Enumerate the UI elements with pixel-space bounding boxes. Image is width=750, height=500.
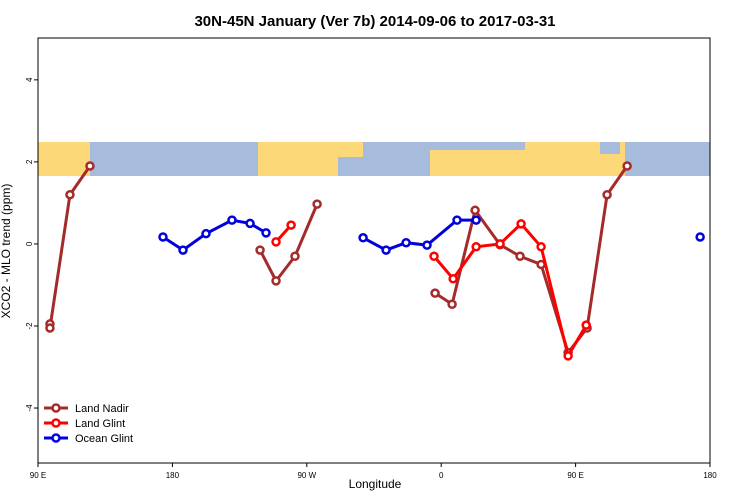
data-point <box>602 189 612 200</box>
data-point <box>227 215 237 225</box>
x-axis-label: Longitude <box>349 477 402 491</box>
data-point <box>516 219 526 229</box>
data-point <box>358 233 368 243</box>
data-point <box>581 320 591 330</box>
data-point <box>286 220 296 230</box>
data-point <box>495 239 505 249</box>
legend-label: Land Glint <box>75 418 125 430</box>
y-tick-label: -4 <box>25 404 34 412</box>
y-tick-label: 0 <box>25 241 34 246</box>
x-tick-label: 90 E <box>30 471 46 480</box>
data-point <box>448 274 458 284</box>
data-point <box>622 161 632 171</box>
x-tick-label: 90 E <box>567 471 583 480</box>
data-point <box>290 251 300 261</box>
data-point <box>255 245 265 255</box>
data-point <box>430 288 440 298</box>
data-point <box>245 218 255 229</box>
legend-marker <box>51 418 61 428</box>
data-point <box>271 237 281 247</box>
data-point <box>178 245 188 255</box>
x-tick-label: 180 <box>166 471 180 480</box>
y-tick-label: -2 <box>25 322 34 330</box>
data-point <box>563 351 573 361</box>
data-point <box>45 323 55 333</box>
map-band <box>38 142 710 176</box>
data-point <box>471 215 481 225</box>
chart-title: 30N-45N January (Ver 7b) 2014-09-06 to 2… <box>194 13 555 30</box>
legend-marker <box>51 403 61 413</box>
data-point <box>85 161 95 171</box>
data-point <box>471 242 481 252</box>
data-point <box>271 276 281 286</box>
data-point <box>447 299 457 309</box>
y-tick-label: 4 <box>25 77 34 82</box>
data-point <box>422 240 432 250</box>
data-point <box>536 242 546 252</box>
data-point <box>429 251 439 261</box>
y-tick-label: 2 <box>25 159 34 164</box>
data-point <box>695 232 705 242</box>
data-point <box>261 228 271 238</box>
x-tick-label: 0 <box>439 471 444 480</box>
legend-label: Ocean Glint <box>75 433 133 445</box>
data-point <box>158 232 168 242</box>
y-axis-label: XCO2 - MLO trend (ppm) <box>0 184 13 319</box>
data-point <box>312 199 322 209</box>
data-point <box>381 245 391 255</box>
legend-marker <box>51 433 61 443</box>
data-point <box>452 215 462 225</box>
legend-label: Land Nadir <box>75 403 129 415</box>
plot-frame <box>37 37 711 464</box>
x-tick-label: 90 W <box>297 471 316 480</box>
series-line <box>48 165 629 356</box>
data-point <box>401 237 411 248</box>
x-tick-label: 180 <box>703 471 717 480</box>
data-point <box>515 251 525 261</box>
data-point <box>65 189 75 200</box>
data-point <box>470 205 480 216</box>
data-point <box>201 228 211 239</box>
